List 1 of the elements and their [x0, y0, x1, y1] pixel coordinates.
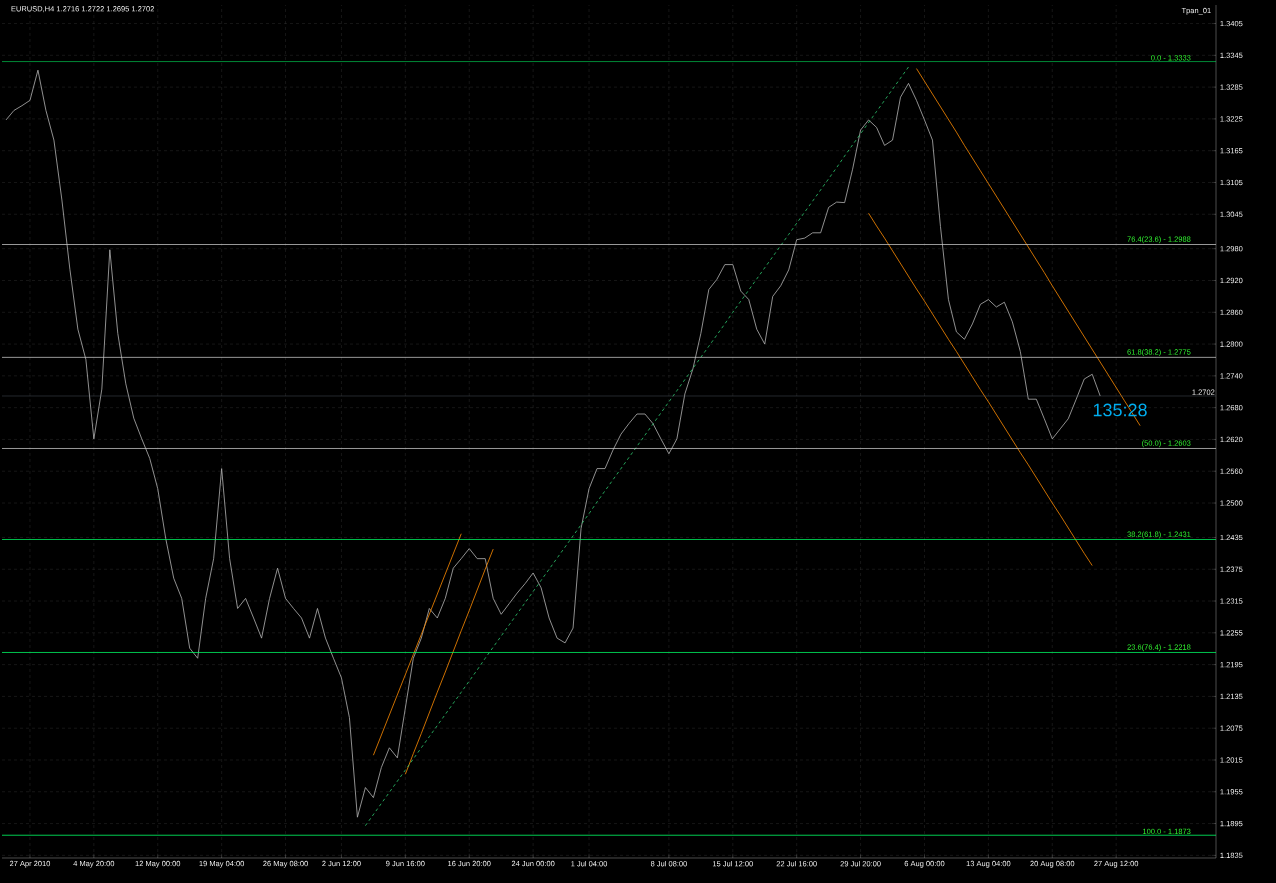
annotation: 135:28: [1093, 403, 1147, 417]
